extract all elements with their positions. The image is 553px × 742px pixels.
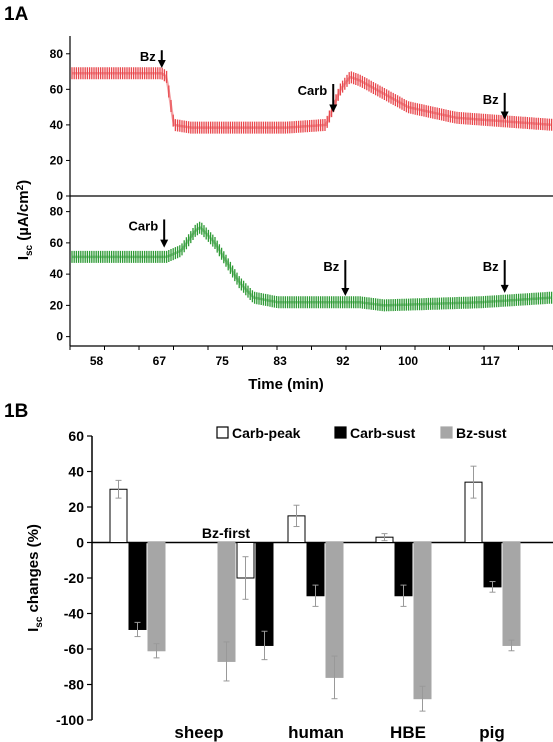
- x-tick-label: 100: [398, 354, 418, 368]
- y-tick-label: 20: [50, 153, 64, 167]
- annotation-label: Bz: [140, 49, 156, 64]
- x-tick-label: 67: [153, 354, 167, 368]
- panel-a-xlabel: Time (min): [248, 376, 324, 393]
- bar-carb-sust: [128, 542, 147, 630]
- bar-group: [109, 479, 166, 659]
- trace-oscillation: [71, 67, 553, 134]
- bar-group: [287, 504, 344, 700]
- arrow-head: [160, 239, 169, 248]
- trace-centerline: [72, 225, 553, 307]
- bar-y-tick-label: 60: [68, 428, 84, 444]
- bar-y-tick-label: -40: [64, 606, 84, 622]
- trace-centerline: [72, 72, 553, 129]
- y-tick-label: 20: [50, 298, 64, 312]
- legend-label: Bz-sust: [456, 425, 507, 441]
- legend-label: Carb-peak: [232, 425, 301, 441]
- category-label: human: [288, 723, 344, 742]
- legend-swatch: [334, 426, 347, 439]
- legend-swatch: [440, 426, 453, 439]
- bar-y-tick-label: 40: [68, 464, 84, 480]
- y-tick-label: 40: [50, 118, 64, 132]
- arrow-head: [500, 284, 509, 293]
- annotation-label: Bz: [483, 92, 499, 107]
- bar-bz-sust: [147, 542, 166, 652]
- bar-y-tick-label: 0: [76, 535, 84, 551]
- panel-label-1a: 1A: [4, 4, 29, 25]
- bar-group: [464, 465, 521, 652]
- panel-a-bottom-plot: 0 20 40 60 80 Carb Bz Bz: [50, 196, 553, 350]
- x-tick-label: 117: [481, 354, 501, 368]
- y-tick-label: 40: [50, 267, 64, 281]
- annotation-label: Bz: [483, 259, 499, 274]
- sub-label: Bz-first: [202, 525, 251, 541]
- bar-group: Bz-first: [202, 525, 274, 682]
- y-tick-label: 60: [50, 82, 64, 96]
- y-tick-label: 60: [50, 236, 64, 250]
- bar-y-tick-label: -80: [64, 677, 84, 693]
- panel-a-x-ticks: 58 67 75 83 92 100 117: [90, 354, 500, 368]
- trace-series: [71, 67, 553, 134]
- y-tick-label: 0: [56, 330, 63, 344]
- arrow-head: [329, 104, 338, 113]
- category-label: sheep: [174, 723, 223, 742]
- trace-series: [71, 221, 553, 312]
- category-label: pig: [479, 723, 505, 742]
- arrow-head: [157, 60, 166, 68]
- y-tick-label: 80: [50, 47, 64, 61]
- bar-y-tick-label: 20: [68, 499, 84, 515]
- arrow-head: [341, 288, 350, 296]
- bar-bz-sust: [502, 542, 521, 646]
- panel-b-ylabel: Isc changes (%): [25, 524, 45, 632]
- bar-group: [375, 533, 432, 712]
- x-tick-label: 83: [273, 354, 287, 368]
- panel-b-bar-plot: -100 -80 -60 -40 -20 0 20 40 60 Bz-first sheep huma…: [56, 428, 553, 742]
- panel-a-ylabel: Isc (µA/cm2): [15, 180, 35, 260]
- y-tick-label: 80: [50, 205, 64, 219]
- y-tick-label: 0: [56, 189, 63, 203]
- annotation-label: Bz: [323, 259, 339, 274]
- x-tick-label: 58: [90, 354, 104, 368]
- trace-oscillation: [71, 221, 553, 312]
- bar-bz-sust: [413, 542, 432, 700]
- bar-y-tick-label: -60: [64, 641, 84, 657]
- legend-swatch: [216, 426, 229, 439]
- category-label: HBE: [390, 723, 426, 742]
- bar-carb-sust: [483, 542, 502, 588]
- bar-y-tick-label: -100: [56, 712, 84, 728]
- panel-a-top-plot: 0 20 40 60 80 Bz Carb Bz: [50, 36, 553, 203]
- panel-label-1b: 1B: [4, 401, 28, 422]
- legend-label: Carb-sust: [350, 425, 416, 441]
- panel-b-legend: Carb-peak Carb-sust Bz-sust: [216, 425, 507, 441]
- x-tick-label: 92: [336, 354, 350, 368]
- arrow-head: [500, 111, 509, 120]
- annotation-label: Carb: [129, 218, 159, 233]
- bar-y-tick-label: -20: [64, 570, 84, 586]
- annotation-label: Carb: [298, 83, 328, 98]
- bar-carb-sust: [255, 542, 274, 646]
- x-tick-label: 75: [215, 354, 229, 368]
